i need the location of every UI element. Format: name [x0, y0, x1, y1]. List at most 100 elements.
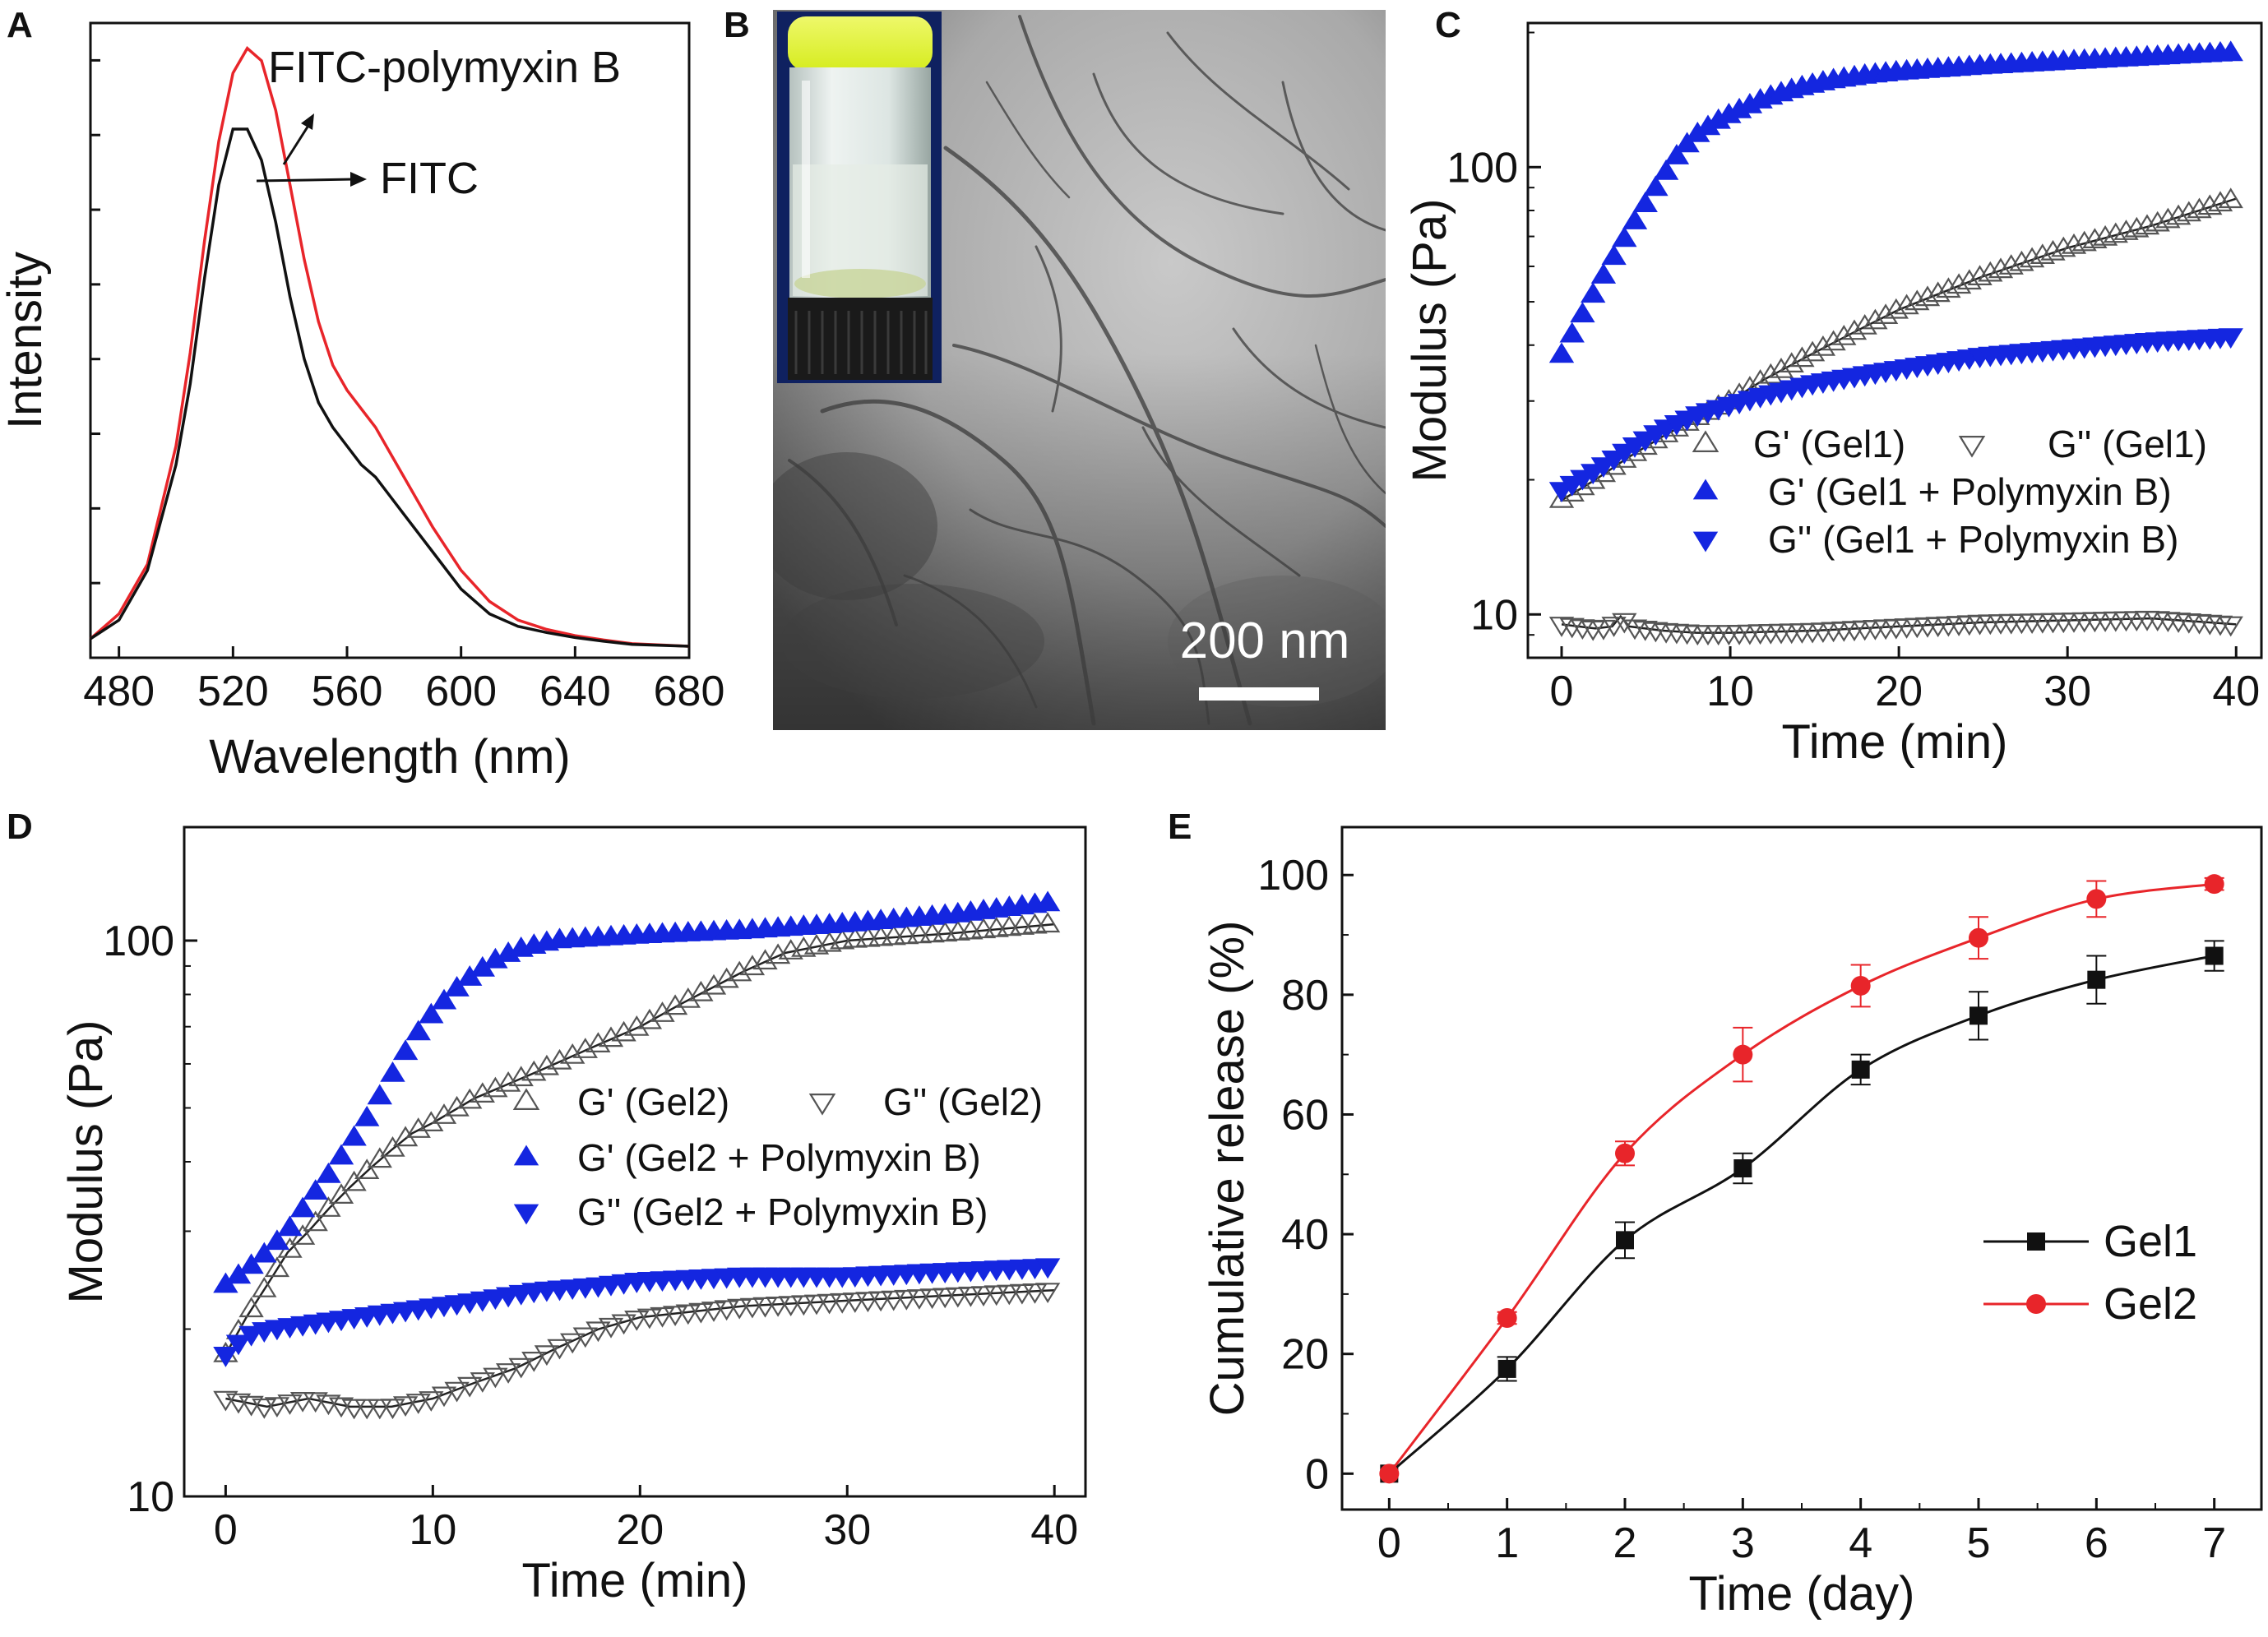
data-point — [1685, 625, 1710, 646]
panel-label-e: E — [1168, 807, 1192, 847]
data-point — [1998, 254, 2024, 275]
data-point — [1841, 319, 1868, 340]
data-point — [289, 1391, 316, 1413]
data-point — [1821, 330, 1846, 351]
data-point — [1969, 927, 1988, 948]
fiber — [985, 81, 1071, 199]
data-point — [1967, 265, 1993, 285]
vial-inset — [777, 12, 942, 383]
data-point — [2187, 197, 2212, 219]
data-point — [508, 1357, 534, 1379]
legend-marker — [1692, 479, 1719, 500]
x-tick-label: 0 — [1377, 1519, 1401, 1567]
data-point — [457, 1088, 483, 1109]
data-point — [2061, 233, 2087, 254]
legend-marker — [2026, 1294, 2046, 1314]
data-point — [752, 1297, 778, 1318]
data-point — [2113, 220, 2139, 240]
data-point — [842, 1292, 868, 1313]
annotation-fitc: FITC — [380, 154, 479, 203]
data-point — [598, 1026, 624, 1047]
data-point — [2030, 613, 2055, 634]
data-point — [1559, 321, 1585, 343]
data-point — [483, 1367, 508, 1389]
data-point — [830, 1292, 855, 1314]
x-tick-label: 560 — [312, 668, 383, 715]
data-point — [636, 1308, 663, 1329]
data-point — [2124, 611, 2150, 632]
data-point — [2086, 889, 2107, 909]
data-point — [1612, 226, 1637, 247]
data-point — [906, 923, 933, 944]
panel-label-b: B — [724, 5, 750, 45]
data-point — [1674, 132, 1700, 153]
data-point — [1590, 619, 1617, 640]
y-tick-label: 100 — [103, 918, 174, 965]
data-point — [1034, 912, 1061, 933]
panel-a-spectrum: 480 520 560 600 640 680 Wavelength (nm) Intensi… — [0, 21, 724, 784]
data-point — [1664, 144, 1690, 164]
data-point — [354, 1158, 380, 1180]
data-point — [495, 1363, 521, 1384]
scalebar-label: 200 nm — [1180, 613, 1350, 669]
data-point — [1653, 159, 1679, 180]
data-point — [213, 1347, 238, 1367]
data-point — [855, 926, 881, 947]
data-point — [919, 1288, 945, 1310]
series-line — [225, 1288, 1055, 1408]
data-point — [2134, 610, 2160, 631]
data-point — [225, 1334, 252, 1356]
fiber-network — [788, 15, 1386, 726]
data-point — [611, 1020, 636, 1042]
series-gel2 — [1379, 874, 2224, 1484]
data-point — [1009, 1283, 1035, 1305]
data-point — [252, 1398, 277, 1419]
data-point — [650, 1306, 675, 1328]
data-point — [868, 925, 894, 946]
x-axis-label: Wavelength (nm) — [209, 730, 570, 784]
legend-label: G' (Gel2) — [577, 1080, 729, 1123]
data-point — [675, 1304, 701, 1325]
series-g-gel1- — [1548, 187, 2243, 508]
data-point — [264, 1397, 290, 1418]
data-point — [714, 1300, 739, 1321]
data-point — [675, 987, 701, 1008]
data-point — [1852, 313, 1877, 335]
data-point — [611, 1314, 636, 1335]
data-point — [2124, 216, 2150, 238]
data-point — [1622, 619, 1648, 640]
data-point — [945, 1287, 970, 1308]
plot-frame — [1340, 825, 2263, 1511]
data-point — [894, 923, 919, 945]
data-point — [264, 1256, 290, 1278]
annotation-arrow-line — [282, 121, 312, 165]
legend-marker — [513, 1204, 539, 1225]
x-tick-label: 20 — [616, 1506, 664, 1554]
x-tick-label: 0 — [214, 1506, 238, 1554]
y-tick-label: 80 — [1281, 972, 1329, 1020]
data-point — [2092, 224, 2118, 246]
x-tick-label: 480 — [83, 668, 155, 715]
data-point — [1789, 623, 1815, 644]
data-point — [444, 1381, 470, 1403]
data-point — [328, 1183, 354, 1205]
series-g-gel2- — [213, 912, 1061, 1362]
y-axis-label: Modulus (Pa) — [59, 1020, 113, 1304]
data-point — [328, 1144, 354, 1165]
data-point — [1768, 357, 1794, 378]
data-point — [367, 1399, 392, 1420]
x-tick-label: 10 — [409, 1506, 456, 1554]
legend-label: G'' (Gel1 + Polymyxin B) — [1768, 518, 2178, 561]
series-line-fitc — [90, 127, 690, 648]
fiber — [1141, 426, 1301, 577]
data-point — [2071, 230, 2097, 252]
annotation-arrow-line — [256, 178, 354, 183]
data-point — [2134, 214, 2160, 235]
legend-marker — [1692, 430, 1720, 453]
data-point — [2103, 611, 2128, 632]
data-point — [894, 1289, 919, 1311]
data-point — [2205, 946, 2224, 965]
data-point — [483, 1076, 508, 1098]
x-axis-label: Time (day) — [1689, 1567, 1915, 1621]
x-tick-label: 0 — [1550, 668, 1574, 715]
